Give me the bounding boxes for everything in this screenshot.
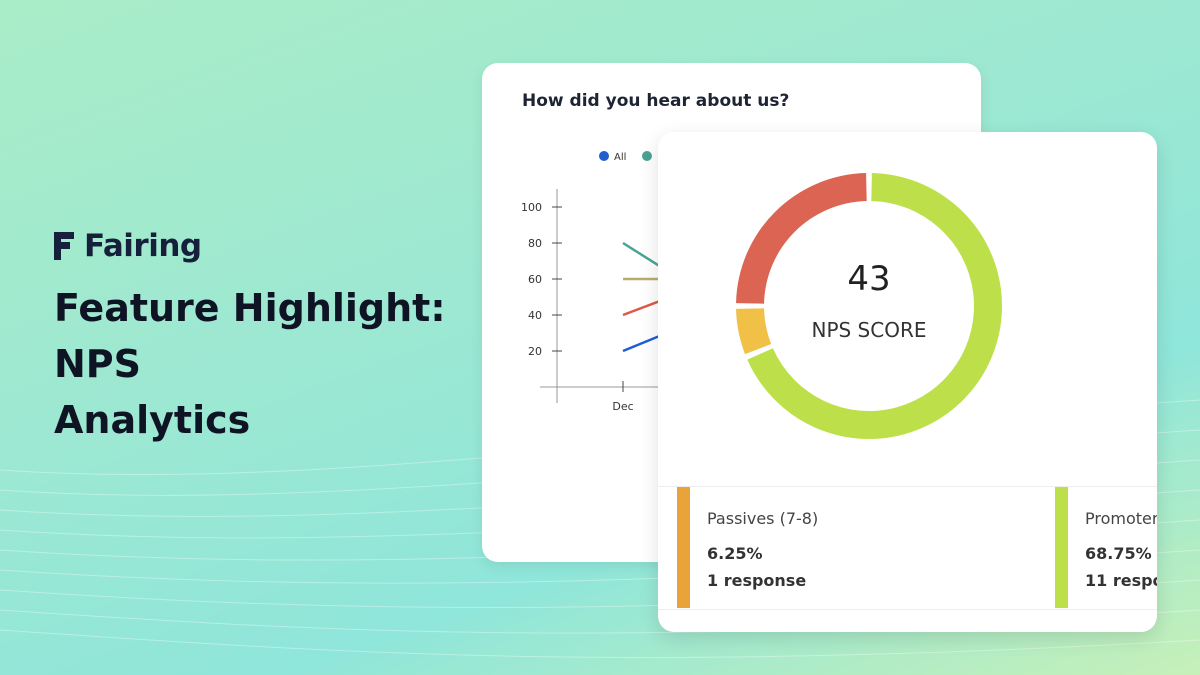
front-card: 43 NPS SCORE Passives (7-8) 6.25% 1 respon…: [658, 132, 1157, 632]
y-tick-label: 100: [521, 201, 542, 214]
brand-logo: [54, 232, 74, 260]
panel-responses: 1 response: [707, 571, 807, 590]
legend-marker: [642, 151, 652, 161]
y-tick-label: 80: [528, 237, 542, 250]
headline-line: Analytics: [54, 398, 251, 442]
panel-label: Passives (7-8): [707, 509, 819, 528]
brand-name: Fairing: [84, 228, 202, 264]
donut-segment: [736, 173, 867, 304]
headline-line: Feature Highlight:: [54, 286, 446, 330]
nps-score-label: NPS SCORE: [811, 318, 926, 342]
brand: Fairing: [52, 228, 202, 264]
x-tick-label: Dec: [612, 400, 633, 413]
panel-responses: 11 responses: [1085, 571, 1157, 590]
panel-color-bar: [677, 487, 690, 608]
donut-segment: [736, 308, 772, 355]
y-tick-label: 20: [528, 345, 542, 358]
panel-color-bar: [1055, 487, 1068, 608]
headline: Feature Highlight: NPS Analytics: [54, 280, 446, 448]
headline-line: NPS: [54, 342, 142, 386]
legend-marker: [599, 151, 609, 161]
y-tick-label: 40: [528, 309, 542, 322]
divider: [658, 486, 1157, 487]
legend-label: All: [614, 152, 626, 163]
divider: [658, 609, 1157, 610]
panel-percent: 6.25%: [707, 544, 763, 563]
donut-chart: 43 NPS SCORE: [736, 173, 1002, 439]
card-title: How did you hear about us?: [522, 91, 790, 111]
panel-percent: 68.75%: [1085, 544, 1152, 563]
y-tick-label: 60: [528, 273, 542, 286]
panel-label: Promoters (9-10): [1085, 509, 1157, 528]
nps-score: 43: [847, 259, 890, 299]
